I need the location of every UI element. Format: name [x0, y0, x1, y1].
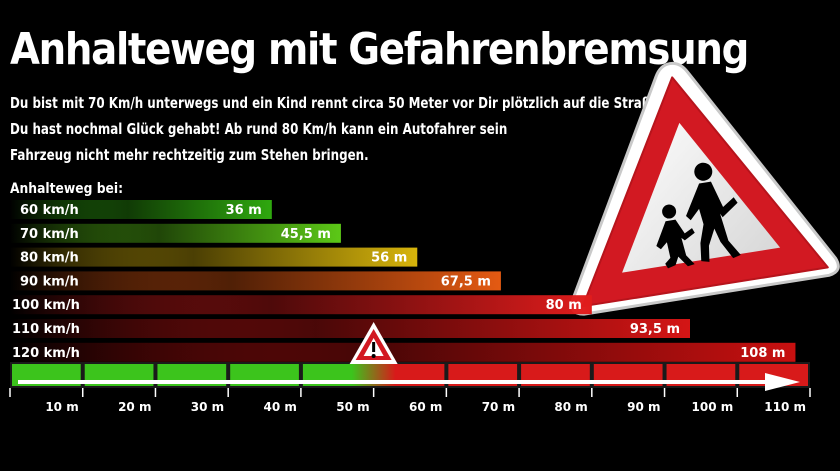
category-label-5: 110 km/h [12, 322, 80, 337]
value-label-2: 56 m [371, 251, 407, 266]
x-tick-label-8: 90 m [627, 400, 660, 414]
category-label-0: 60 km/h [20, 203, 79, 218]
intro-line-3: Fahrzeug nicht mehr rechtzeitig zum Steh… [10, 146, 369, 164]
x-tick-label-2: 30 m [191, 400, 224, 414]
category-label-3: 90 km/h [20, 274, 79, 289]
x-tick-label-0: 10 m [45, 400, 78, 414]
bar-2 [10, 247, 418, 267]
intro-line-1: Du bist mit 70 Km/h unterwegs und ein Ki… [10, 94, 666, 112]
bar-0 [10, 200, 272, 219]
bar-1 [10, 223, 341, 243]
children-crossing-warning-sign-icon [570, 61, 840, 316]
x-tick-label-10: 110 m [764, 400, 806, 414]
x-tick-label-9: 100 m [692, 400, 734, 414]
value-label-6: 108 m [740, 346, 785, 361]
x-tick-label-7: 80 m [554, 400, 587, 414]
scale-arrow-shaft [18, 380, 768, 384]
value-label-5: 93,5 m [630, 322, 680, 337]
page-title: Anhalteweg mit Gefahrenbremsung [10, 24, 749, 75]
category-label-2: 80 km/h [20, 251, 79, 266]
intro-line-2: Du hast nochmal Glück gehabt! Ab rund 80… [10, 120, 508, 138]
x-tick-label-1: 20 m [118, 400, 151, 414]
value-label-0: 36 m [226, 203, 262, 218]
category-label-4: 100 km/h [12, 298, 80, 313]
x-tick-label-4: 50 m [336, 400, 369, 414]
x-tick-label-5: 60 m [409, 400, 442, 414]
value-label-4: 80 m [546, 298, 582, 313]
threshold-warning-exclamation-dot [371, 354, 376, 358]
bar-6 [10, 342, 796, 362]
category-label-1: 70 km/h [20, 227, 79, 242]
bar-4 [10, 295, 592, 315]
x-tick-label-3: 40 m [264, 400, 297, 414]
scale-arrow-head [765, 373, 800, 391]
x-tick-label-6: 70 m [482, 400, 515, 414]
category-label-6: 120 km/h [12, 346, 80, 361]
bar-5 [10, 319, 690, 338]
chart-section-label: Anhalteweg bei: [10, 181, 124, 197]
value-label-3: 67,5 m [441, 274, 491, 289]
bar-3 [10, 271, 501, 291]
threshold-warning-exclamation-bar [372, 342, 376, 352]
value-label-1: 45,5 m [281, 227, 331, 242]
